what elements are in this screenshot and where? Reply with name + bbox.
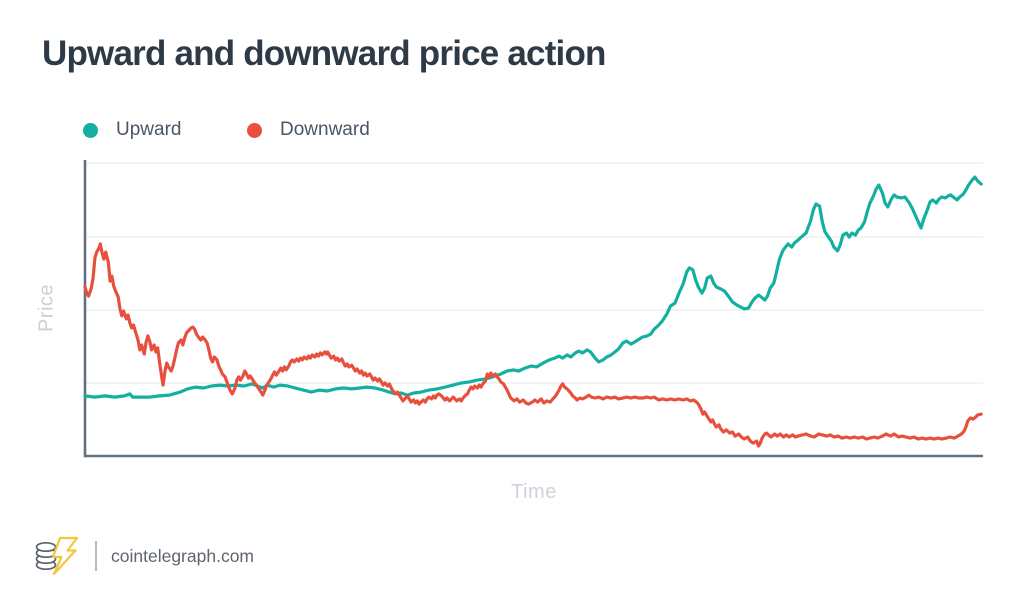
series-line-downward <box>83 242 983 448</box>
cointelegraph-logo-icon <box>35 536 79 576</box>
legend-item-downward: Downward <box>247 119 370 141</box>
legend-label-downward: Downward <box>280 119 370 140</box>
legend-dot-upward-icon <box>83 122 98 138</box>
x-axis-label: Time <box>511 481 557 503</box>
legend-item-upward: Upward <box>83 119 181 141</box>
legend-label-upward: Upward <box>116 119 182 140</box>
footer-site-text: cointelegraph.com <box>111 545 254 566</box>
series-line-upward <box>83 175 983 399</box>
footer-divider <box>95 541 97 571</box>
lightning-bolt-icon <box>51 536 79 576</box>
legend-dot-downward-icon <box>247 122 262 138</box>
y-axis-label: Price <box>35 283 58 333</box>
footer: cointelegraph.com <box>34 536 254 576</box>
axis-lines <box>83 160 983 458</box>
chart-title: Upward and downward price action <box>42 34 606 73</box>
